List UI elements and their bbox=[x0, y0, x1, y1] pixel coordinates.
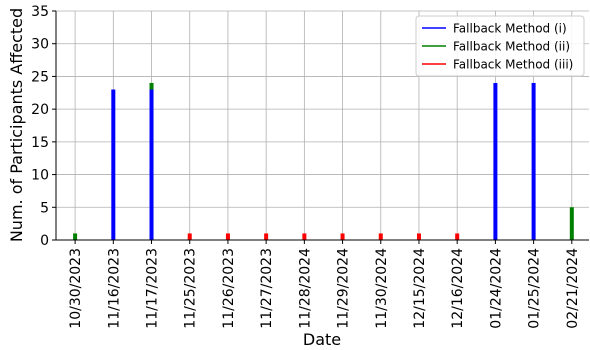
x-tick-label: 11/25/2023 bbox=[183, 248, 199, 329]
bar-3 bbox=[187, 233, 192, 240]
bar-1 bbox=[111, 89, 116, 240]
x-tick-label: 11/29/2024 bbox=[336, 248, 352, 329]
y-tick-label: 30 bbox=[31, 37, 49, 53]
y-axis-ticks: 0 5 10 15 20 25 30 35 bbox=[31, 4, 56, 249]
x-tick-label: 12/16/2024 bbox=[450, 248, 466, 329]
y-tick-label: 10 bbox=[31, 168, 49, 184]
bar-2 bbox=[569, 207, 574, 240]
bar-3 bbox=[455, 233, 460, 240]
x-tick-label: 02/21/2024 bbox=[565, 248, 581, 329]
y-tick-label: 0 bbox=[40, 233, 49, 249]
y-tick-label: 15 bbox=[31, 135, 49, 151]
y-tick-label: 35 bbox=[31, 4, 49, 20]
x-axis-label: Date bbox=[303, 330, 341, 349]
bars bbox=[73, 82, 574, 240]
x-tick-label: 10/30/2023 bbox=[68, 248, 84, 329]
y-tick-label: 20 bbox=[31, 102, 49, 118]
legend-label-3: Fallback Method (iii) bbox=[453, 58, 573, 72]
legend: Fallback Method (i) Fallback Method (ii) F… bbox=[415, 15, 585, 77]
legend-label-2: Fallback Method (ii) bbox=[453, 40, 570, 54]
plot-frame bbox=[55, 11, 589, 241]
x-tick-label: 01/24/2024 bbox=[488, 248, 504, 329]
y-tick-label: 5 bbox=[40, 200, 49, 216]
bar-2 bbox=[73, 233, 78, 240]
x-tick-label: 12/15/2024 bbox=[412, 248, 428, 329]
bar-1 bbox=[493, 82, 498, 240]
y-tick-label: 25 bbox=[31, 69, 49, 85]
grid-lines bbox=[56, 10, 589, 241]
x-tick-label: 01/25/2024 bbox=[527, 248, 543, 329]
x-tick-label: 11/27/2023 bbox=[259, 248, 275, 329]
bar-1 bbox=[531, 82, 536, 240]
legend-label-1: Fallback Method (i) bbox=[453, 22, 567, 36]
bar-3 bbox=[264, 233, 269, 240]
legend-box bbox=[415, 15, 585, 77]
bar-3 bbox=[378, 233, 383, 240]
bar-2 bbox=[149, 82, 154, 90]
x-axis-ticks: 10/30/2023 11/16/2023 11/17/2023 11/25/2023… bbox=[68, 240, 581, 329]
x-tick-label: 11/26/2023 bbox=[221, 248, 237, 329]
x-tick-label: 11/17/2023 bbox=[145, 248, 161, 329]
bar-3 bbox=[225, 233, 230, 240]
bar-3 bbox=[416, 233, 421, 240]
x-tick-label: 11/30/2024 bbox=[374, 248, 390, 329]
bar-3 bbox=[340, 233, 345, 240]
y-axis-label: Num. of Participants Affected bbox=[7, 8, 26, 242]
bar-3 bbox=[302, 233, 307, 240]
bar-1 bbox=[149, 89, 154, 240]
x-tick-label: 11/16/2023 bbox=[106, 248, 122, 329]
x-tick-label: 11/28/2024 bbox=[297, 248, 313, 329]
